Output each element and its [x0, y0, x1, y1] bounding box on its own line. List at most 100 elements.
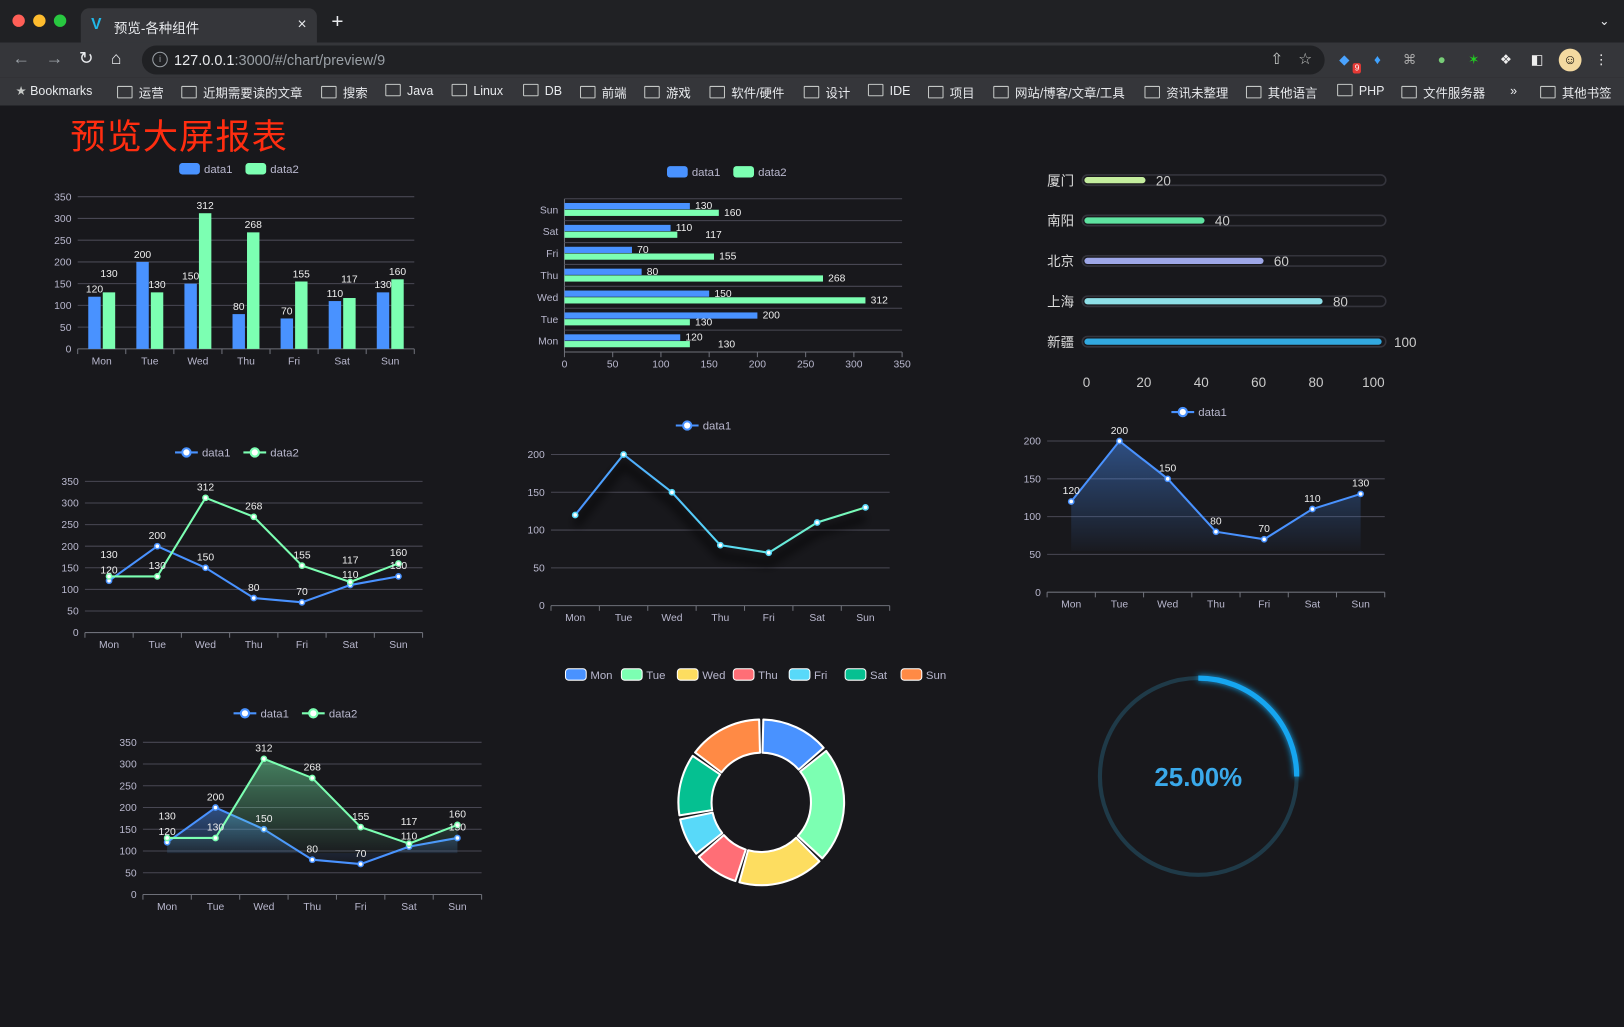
bookmark-folder[interactable]: Java — [385, 83, 433, 98]
browser-tab[interactable]: V 预览-各种组件 × — [80, 8, 317, 43]
bar-data1[interactable] — [564, 268, 642, 275]
bar-data2[interactable] — [564, 253, 714, 260]
bar-data2[interactable] — [391, 279, 404, 349]
back-icon[interactable]: ← — [12, 48, 31, 69]
side-panel-icon[interactable]: ◧ — [1530, 51, 1544, 68]
circle-extension-icon[interactable]: ● — [1437, 51, 1446, 68]
bookmark-folder[interactable]: Linux — [451, 83, 503, 98]
bookmark-folder[interactable]: 搜索 — [321, 84, 368, 102]
legend-item-data1[interactable]: data1 — [1171, 406, 1227, 419]
bar-data1[interactable] — [376, 292, 390, 349]
bar-data2[interactable] — [343, 298, 356, 349]
maximize-window-button[interactable] — [53, 14, 67, 27]
bookmark-star-icon[interactable]: ☆ — [1298, 50, 1313, 69]
data-label: 120 — [1063, 486, 1081, 497]
legend-item-data2[interactable]: data2 — [243, 447, 299, 460]
other-bookmarks-folder[interactable]: 其他书签 — [1540, 84, 1612, 102]
bar-data1[interactable] — [564, 334, 681, 341]
new-tab-button[interactable]: + — [331, 10, 344, 34]
bookmarks-button[interactable]: ★ Bookmarks — [16, 84, 93, 98]
forward-icon[interactable]: → — [45, 48, 64, 69]
donut-slice-Sun[interactable] — [694, 718, 762, 774]
bookmark-folder[interactable]: DB — [523, 83, 562, 98]
donut-slice-Tue[interactable] — [796, 749, 846, 860]
command-extension-icon[interactable]: ⌘ — [1402, 51, 1417, 68]
bookmark-folder[interactable]: 其他语言 — [1245, 84, 1317, 102]
bar-data1[interactable] — [564, 202, 690, 210]
donut-slice-Thu[interactable] — [697, 834, 747, 883]
bar-data2[interactable] — [564, 209, 719, 216]
legend-item-Tue[interactable]: Tue — [620, 668, 665, 682]
bar-data1[interactable] — [136, 261, 149, 349]
legend-item-data2[interactable]: data2 — [301, 708, 357, 720]
bookmark-folder[interactable]: 近期需要读的文章 — [181, 84, 302, 102]
bar-data1[interactable] — [564, 290, 710, 297]
bar-data2[interactable] — [564, 319, 690, 326]
bar-data2[interactable] — [295, 281, 308, 349]
legend-item-Sat[interactable]: Sat — [844, 668, 888, 682]
donut-slice-Fri[interactable] — [679, 811, 724, 855]
donut-slice-Sat[interactable] — [677, 754, 722, 817]
address-bar[interactable]: i 127.0.0.1:3000/#/chart/preview/9 ⇧ ☆ — [141, 45, 1325, 75]
bar-data1[interactable] — [184, 283, 197, 349]
reload-icon[interactable]: ↻ — [78, 48, 94, 69]
legend-item-data2[interactable]: data2 — [733, 166, 787, 179]
bookmark-folder[interactable]: 前端 — [579, 84, 627, 102]
legend-item-data1[interactable]: data1 — [179, 163, 233, 176]
legend-item-data1[interactable]: data1 — [233, 708, 289, 720]
extension-icon[interactable]: ◆ — [1339, 51, 1350, 68]
bar-data1[interactable] — [280, 318, 294, 349]
tab-search-chevron-icon[interactable]: ⌄ — [1599, 13, 1610, 28]
legend-item-Fri[interactable]: Fri — [788, 668, 827, 682]
bookmarks-overflow-button[interactable]: » — [1510, 83, 1517, 99]
legend-item-data2[interactable]: data2 — [245, 163, 299, 176]
site-info-icon[interactable]: i — [152, 51, 168, 68]
bookmark-folder[interactable]: PHP — [1337, 83, 1384, 98]
url-text[interactable]: 127.0.0.1:3000/#/chart/preview/9 — [174, 52, 385, 69]
star-extension-icon[interactable]: ✶ — [1468, 51, 1480, 68]
bar-data1[interactable] — [88, 296, 101, 349]
bar-data2[interactable] — [564, 231, 678, 238]
bar-data2[interactable] — [247, 232, 260, 349]
bar-data2[interactable] — [564, 275, 823, 282]
bar-data2[interactable] — [564, 297, 866, 304]
home-icon[interactable]: ⌂ — [110, 48, 122, 69]
legend-item-data1[interactable]: data1 — [175, 447, 230, 460]
legend-item-data1[interactable]: data1 — [675, 420, 731, 433]
bookmark-folder[interactable]: IDE — [867, 83, 910, 98]
bar-data1[interactable] — [328, 301, 342, 349]
bookmark-folder[interactable]: 软件/硬件 — [709, 84, 784, 102]
share-icon[interactable]: ⇧ — [1270, 50, 1284, 69]
bookmark-folder[interactable]: 项目 — [927, 84, 975, 102]
area-fill-data1 — [1071, 441, 1361, 551]
bar-data2[interactable] — [102, 292, 116, 349]
minimize-window-button[interactable] — [33, 14, 46, 27]
bar-data2[interactable] — [198, 213, 212, 349]
donut-slice-Mon[interactable] — [761, 718, 825, 771]
extensions-puzzle-icon[interactable]: ❖ — [1499, 51, 1512, 68]
close-tab-icon[interactable]: × — [297, 15, 307, 34]
legend-item-Wed[interactable]: Wed — [676, 668, 725, 682]
bookmark-folder[interactable]: 文件服务器 — [1401, 84, 1485, 102]
diamond-extension-icon[interactable]: ♦ — [1374, 51, 1381, 68]
legend-item-Sun[interactable]: Sun — [900, 668, 946, 682]
bar-data2[interactable] — [150, 292, 164, 349]
bookmark-folder[interactable]: 运营 — [117, 84, 164, 102]
close-window-button[interactable] — [12, 14, 25, 27]
bookmark-folder[interactable]: 设计 — [803, 84, 850, 102]
bar-data2[interactable] — [564, 341, 690, 348]
bar-data1[interactable] — [564, 224, 671, 232]
profile-avatar[interactable]: ☺ — [1558, 48, 1582, 72]
legend-item-data1[interactable]: data1 — [666, 166, 720, 179]
legend-item-Thu[interactable]: Thu — [732, 668, 778, 682]
bookmark-folder[interactable]: 资讯未整理 — [1144, 84, 1228, 102]
bar-data1[interactable] — [564, 246, 632, 253]
donut-slice-Wed[interactable] — [738, 836, 821, 887]
bookmark-folder[interactable]: 游戏 — [644, 84, 691, 102]
x-tick-label: 60 — [1251, 375, 1266, 390]
menu-kebab-icon[interactable]: ⋮ — [1594, 51, 1608, 68]
bar-data1[interactable] — [232, 314, 245, 349]
bar-data1[interactable] — [564, 312, 758, 319]
bookmark-folder[interactable]: 网站/博客/文章/工具 — [993, 84, 1125, 102]
legend-item-Mon[interactable]: Mon — [564, 668, 612, 682]
